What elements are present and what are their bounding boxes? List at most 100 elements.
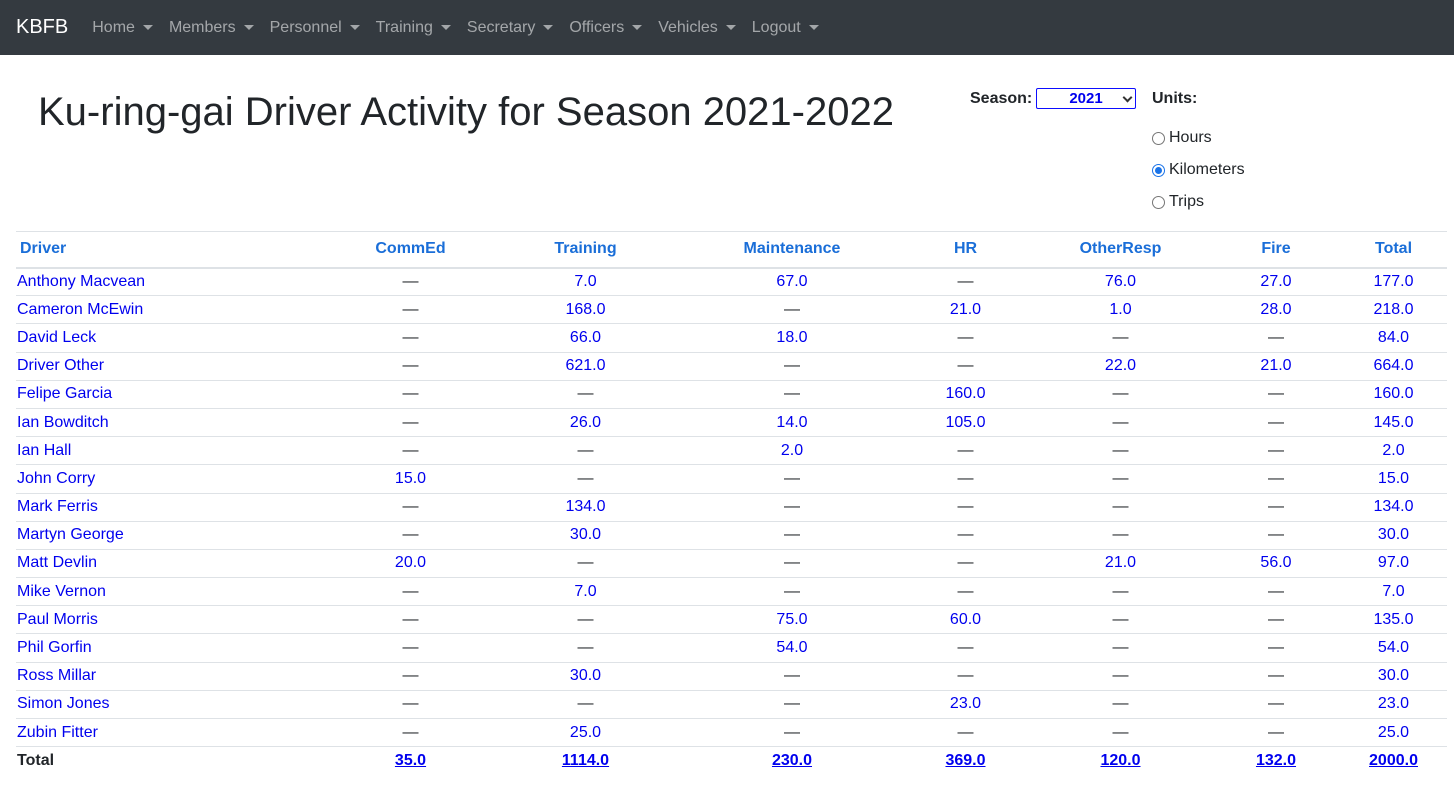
- cell-maintenance[interactable]: 75.0: [682, 605, 902, 634]
- driver-name-link[interactable]: Driver Other: [16, 351, 332, 381]
- driver-name-link[interactable]: Ross Millar: [16, 661, 332, 691]
- cell-total[interactable]: 135.0: [1340, 605, 1447, 634]
- cell-training[interactable]: 30.0: [489, 520, 682, 550]
- cell-fire: —: [1212, 633, 1340, 663]
- driver-name-link[interactable]: David Leck: [16, 323, 332, 353]
- radio-button-selected[interactable]: [1152, 163, 1165, 177]
- cell-total[interactable]: 30.0: [1340, 520, 1447, 550]
- total-maintenance-link[interactable]: 230.0: [682, 746, 902, 775]
- cell-hr[interactable]: 23.0: [902, 689, 1029, 719]
- cell-total[interactable]: 7.0: [1340, 577, 1447, 606]
- cell-total[interactable]: 160.0: [1340, 379, 1447, 409]
- units-radio-trips[interactable]: Trips: [1152, 193, 1204, 211]
- cell-training[interactable]: 66.0: [489, 323, 682, 353]
- season-select[interactable]: 2021: [1036, 88, 1136, 109]
- column-header-commed[interactable]: CommEd: [332, 231, 489, 269]
- column-header-hr[interactable]: HR: [902, 231, 1029, 269]
- table-row: Ross Millar —30.0— — — —30.0: [16, 661, 1447, 691]
- cell-total[interactable]: 177.0: [1340, 266, 1447, 296]
- cell-total[interactable]: 2.0: [1340, 436, 1447, 465]
- nav-logout-dropdown[interactable]: Logout: [744, 19, 827, 37]
- nav-home-dropdown[interactable]: Home: [84, 19, 161, 37]
- units-radio-kilometers[interactable]: Kilometers: [1152, 161, 1245, 179]
- cell-hr[interactable]: 60.0: [902, 605, 1029, 634]
- cell-commed[interactable]: 20.0: [332, 548, 489, 578]
- driver-name-link[interactable]: Cameron McEwin: [16, 295, 332, 324]
- driver-name-link[interactable]: John Corry: [16, 464, 332, 493]
- cell-total[interactable]: 145.0: [1340, 407, 1447, 437]
- cell-maintenance[interactable]: 54.0: [682, 633, 902, 663]
- cell-fire: —: [1212, 605, 1340, 634]
- total-hr-link[interactable]: 369.0: [902, 746, 1029, 775]
- nav-personnel-dropdown[interactable]: Personnel: [262, 19, 368, 37]
- total-otherresp-link[interactable]: 120.0: [1029, 746, 1212, 775]
- cell-training[interactable]: 168.0: [489, 295, 682, 324]
- column-header-driver[interactable]: Driver: [16, 231, 332, 269]
- cell-commed[interactable]: 15.0: [332, 464, 489, 493]
- cell-otherresp[interactable]: 22.0: [1029, 351, 1212, 381]
- cell-otherresp[interactable]: 21.0: [1029, 548, 1212, 578]
- cell-training[interactable]: 134.0: [489, 492, 682, 522]
- driver-name-link[interactable]: Anthony Macvean: [16, 266, 332, 296]
- column-header-total[interactable]: Total: [1340, 231, 1447, 269]
- cell-hr[interactable]: 21.0: [902, 295, 1029, 324]
- total-commed-link[interactable]: 35.0: [332, 746, 489, 775]
- cell-training[interactable]: 621.0: [489, 351, 682, 381]
- cell-otherresp[interactable]: 76.0: [1029, 266, 1212, 296]
- nav-vehicles-dropdown[interactable]: Vehicles: [650, 19, 744, 37]
- cell-maintenance[interactable]: 2.0: [682, 436, 902, 465]
- nav-members-dropdown[interactable]: Members: [161, 19, 262, 37]
- nav-officers-dropdown[interactable]: Officers: [561, 19, 650, 37]
- driver-name-link[interactable]: Paul Morris: [16, 605, 332, 634]
- cell-fire[interactable]: 56.0: [1212, 548, 1340, 578]
- cell-total[interactable]: 97.0: [1340, 548, 1447, 578]
- nav-secretary-dropdown[interactable]: Secretary: [459, 19, 561, 37]
- cell-training[interactable]: 7.0: [489, 577, 682, 606]
- cell-training: —: [489, 548, 682, 578]
- cell-otherresp[interactable]: 1.0: [1029, 295, 1212, 324]
- cell-maintenance[interactable]: 67.0: [682, 266, 902, 296]
- cell-hr[interactable]: 105.0: [902, 407, 1029, 437]
- driver-name-link[interactable]: Ian Hall: [16, 436, 332, 465]
- driver-name-link[interactable]: Phil Gorfin: [16, 633, 332, 663]
- column-header-fire[interactable]: Fire: [1212, 231, 1340, 269]
- cell-maintenance[interactable]: 14.0: [682, 407, 902, 437]
- driver-name-link[interactable]: Zubin Fitter: [16, 717, 332, 747]
- driver-name-link[interactable]: Mike Vernon: [16, 577, 332, 606]
- units-radio-hours[interactable]: Hours: [1152, 129, 1212, 147]
- driver-name-link[interactable]: Mark Ferris: [16, 492, 332, 522]
- cell-total[interactable]: 54.0: [1340, 633, 1447, 663]
- cell-hr[interactable]: 160.0: [902, 379, 1029, 409]
- driver-name-link[interactable]: Martyn George: [16, 520, 332, 550]
- radio-button[interactable]: [1152, 131, 1165, 145]
- cell-training[interactable]: 26.0: [489, 407, 682, 437]
- cell-fire[interactable]: 28.0: [1212, 295, 1340, 324]
- total-total-link[interactable]: 2000.0: [1340, 746, 1447, 775]
- column-header-training[interactable]: Training: [489, 231, 682, 269]
- nav-training-dropdown[interactable]: Training: [368, 19, 459, 37]
- cell-total[interactable]: 664.0: [1340, 351, 1447, 381]
- cell-total[interactable]: 30.0: [1340, 661, 1447, 691]
- column-header-maintenance[interactable]: Maintenance: [682, 231, 902, 269]
- driver-name-link[interactable]: Felipe Garcia: [16, 379, 332, 409]
- cell-training[interactable]: 30.0: [489, 661, 682, 691]
- cell-total[interactable]: 84.0: [1340, 323, 1447, 353]
- cell-total[interactable]: 134.0: [1340, 492, 1447, 522]
- cell-fire[interactable]: 21.0: [1212, 351, 1340, 381]
- cell-total[interactable]: 218.0: [1340, 295, 1447, 324]
- driver-name-link[interactable]: Ian Bowditch: [16, 407, 332, 437]
- cell-training[interactable]: 25.0: [489, 717, 682, 747]
- total-training-link[interactable]: 1114.0: [489, 746, 682, 775]
- driver-name-link[interactable]: Matt Devlin: [16, 548, 332, 578]
- cell-total[interactable]: 25.0: [1340, 717, 1447, 747]
- cell-total[interactable]: 23.0: [1340, 689, 1447, 719]
- radio-button[interactable]: [1152, 195, 1165, 209]
- driver-name-link[interactable]: Simon Jones: [16, 689, 332, 719]
- cell-training[interactable]: 7.0: [489, 266, 682, 296]
- brand-link[interactable]: KBFB: [16, 16, 69, 38]
- total-fire-link[interactable]: 132.0: [1212, 746, 1340, 775]
- column-header-otherresp[interactable]: OtherResp: [1029, 231, 1212, 269]
- cell-fire[interactable]: 27.0: [1212, 266, 1340, 296]
- cell-maintenance[interactable]: 18.0: [682, 323, 902, 353]
- cell-total[interactable]: 15.0: [1340, 464, 1447, 493]
